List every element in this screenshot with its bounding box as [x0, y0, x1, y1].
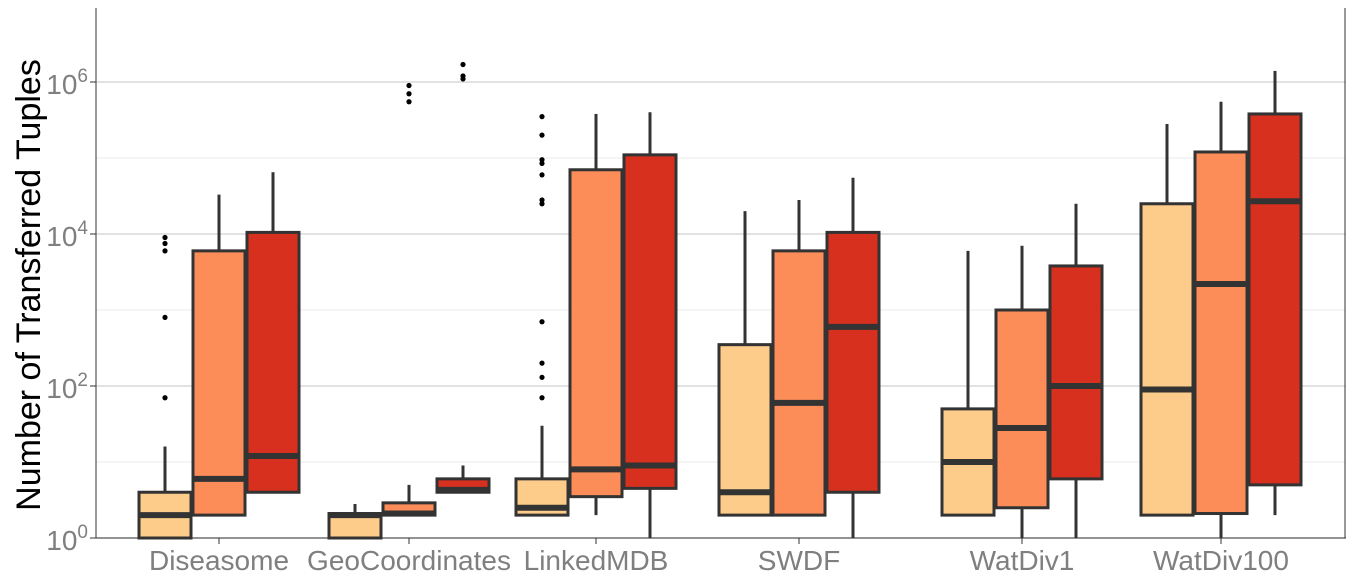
box-body — [245, 230, 301, 494]
outlier-point — [162, 248, 168, 254]
box-watdiv1-1 — [994, 245, 1050, 538]
outlier-point — [406, 99, 412, 105]
box-body — [1247, 112, 1303, 487]
x-tick-label: GeoCoordinates — [307, 545, 511, 576]
x-tick-label: SWDF — [758, 545, 840, 576]
y-tick-label: 106 — [46, 66, 88, 100]
box-diseasome-1 — [191, 194, 247, 517]
box-geocoordinates-0 — [327, 504, 383, 540]
outlier-point — [539, 132, 545, 138]
outlier-point — [406, 82, 412, 89]
outlier-point — [539, 114, 545, 120]
box-watdiv100-0 — [1139, 124, 1195, 517]
outlier-point — [539, 360, 545, 366]
outlier-point — [162, 314, 168, 320]
x-tick-label: Diseasome — [149, 545, 289, 576]
box-series — [137, 61, 1303, 540]
y-axis-title: Number of Transferred Tuples — [10, 59, 48, 511]
box-swdf-2 — [825, 177, 881, 538]
outlier-point — [539, 319, 545, 325]
box-watdiv100-1 — [1193, 101, 1249, 538]
y-tick-label: 100 — [46, 522, 88, 556]
box-watdiv100-2 — [1247, 70, 1303, 516]
box-diseasome-0 — [137, 234, 193, 540]
outlier-point — [162, 234, 168, 241]
outlier-point — [162, 395, 168, 401]
box-swdf-1 — [771, 200, 827, 517]
box-body — [1048, 264, 1104, 481]
box-body — [771, 249, 827, 517]
x-tick-label: WatDiv100 — [1153, 545, 1289, 576]
box-diseasome-2 — [245, 172, 301, 494]
outlier-point — [539, 395, 545, 401]
outlier-point — [406, 91, 412, 97]
box-linkedmdb-0 — [514, 114, 570, 517]
y-tick-label: 102 — [46, 370, 88, 404]
box-body — [622, 153, 678, 490]
outlier-point — [539, 374, 545, 380]
box-swdf-0 — [717, 211, 773, 517]
box-body — [825, 230, 881, 494]
outlier-point — [539, 172, 545, 178]
outlier-point — [539, 201, 545, 207]
box-body — [1139, 202, 1195, 517]
x-tick-label: WatDiv1 — [970, 545, 1075, 576]
box-body — [191, 249, 247, 517]
outlier-point — [539, 197, 545, 203]
outlier-point — [539, 157, 545, 163]
box-body — [717, 343, 773, 517]
axes: 100 102 104 106 Diseasome GeoCoordinates Linke… — [46, 8, 1346, 576]
x-tick-label: LinkedMDB — [524, 545, 669, 576]
box-linkedmdb-2 — [622, 112, 678, 538]
outlier-point — [460, 61, 466, 68]
box-linkedmdb-1 — [568, 113, 624, 516]
box-watdiv1-2 — [1048, 203, 1104, 538]
box-watdiv1-0 — [940, 250, 996, 517]
box-body — [1193, 150, 1249, 516]
box-geocoordinates-2 — [435, 61, 491, 494]
outlier-point — [460, 73, 466, 79]
box-body — [568, 168, 624, 499]
box-body — [994, 308, 1050, 510]
y-tick-label: 104 — [46, 218, 88, 252]
box-geocoordinates-1 — [381, 82, 437, 517]
outlier-point — [162, 240, 168, 247]
outlier-point — [539, 160, 545, 166]
